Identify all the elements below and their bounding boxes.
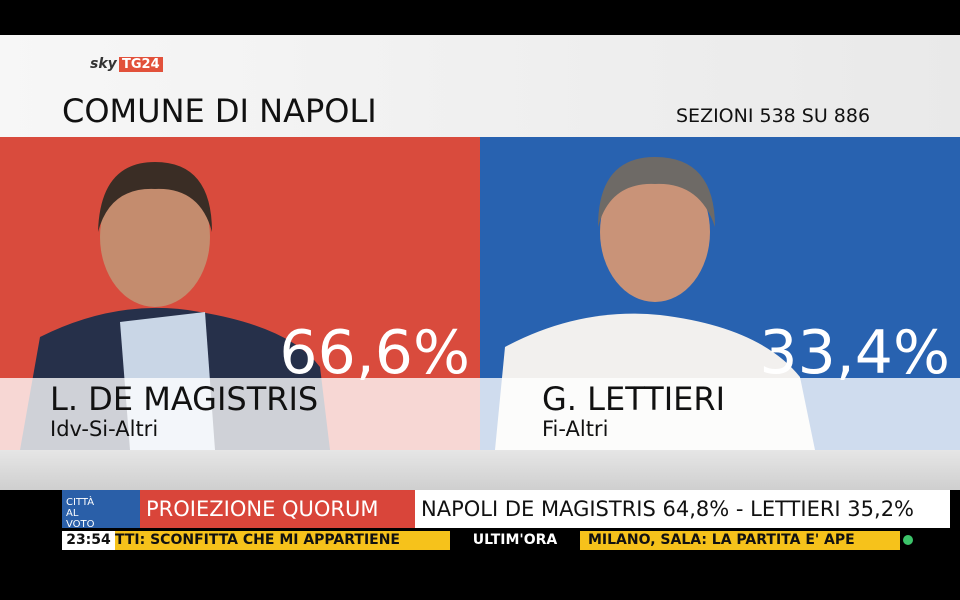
- ticker-tag: ULTIM'ORA: [472, 532, 558, 548]
- candidate-name: L. DE MAGISTRIS: [50, 380, 319, 418]
- ticker-left: TTI: SCONFITTA CHE MI APPARTIENE: [115, 531, 450, 550]
- header: [0, 35, 960, 137]
- sections: SEZIONI 538 SU 886: [676, 105, 871, 127]
- hair: [98, 162, 212, 232]
- logo-box: [62, 490, 140, 528]
- ticker-time: 23:54: [62, 531, 115, 550]
- name-band: [0, 378, 960, 450]
- ticker-right: MILANO, SALA: LA PARTITA E' APE: [580, 531, 900, 550]
- live-dot: [903, 535, 913, 545]
- face: [100, 167, 210, 307]
- face: [600, 162, 710, 302]
- party: Fi-Altri: [542, 417, 609, 441]
- party: Idv-Si-Altri: [50, 417, 159, 441]
- percent: 66,6%: [279, 318, 470, 388]
- title: COMUNE DI NAPOLI: [62, 92, 377, 130]
- banner-label: PROIEZIONE QUORUM: [140, 490, 415, 528]
- candidate-name: G. LETTIERI: [542, 380, 726, 418]
- hair: [598, 157, 715, 227]
- logo: CITTÀ AL VOTO: [66, 497, 95, 530]
- channel: TG24: [119, 57, 163, 72]
- brand: sky: [90, 56, 117, 72]
- grey-band: [0, 450, 960, 490]
- banner-text: NAPOLI DE MAGISTRIS 64,8% - LETTIERI 35,…: [415, 490, 950, 528]
- percent: 33,4%: [759, 318, 950, 388]
